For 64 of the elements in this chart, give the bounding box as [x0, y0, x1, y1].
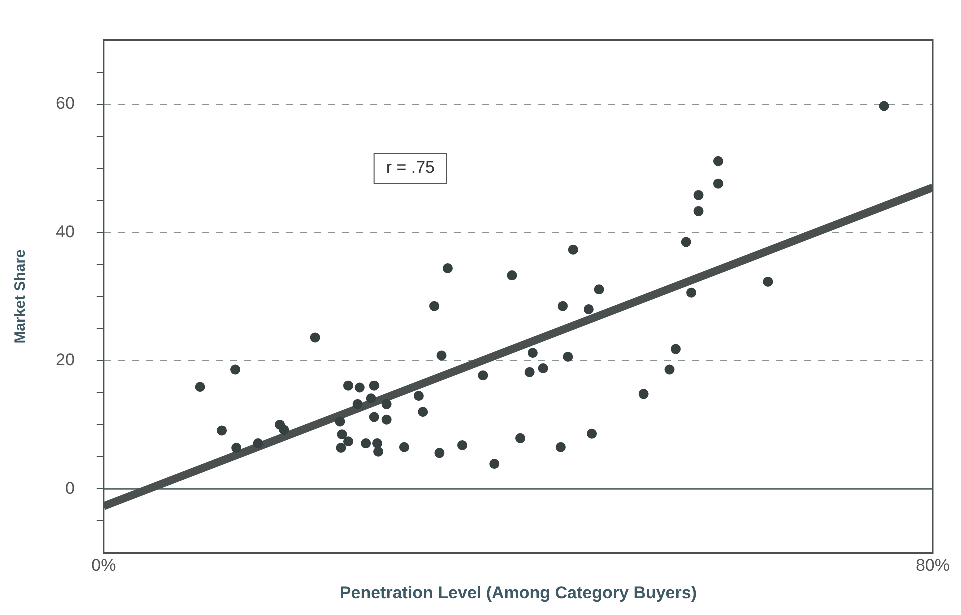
x-tick-label: 0%: [92, 556, 116, 576]
point: [594, 284, 604, 295]
y-tick-label: 40: [56, 222, 75, 242]
point: [195, 382, 206, 392]
point: [558, 301, 568, 312]
point: [354, 382, 365, 393]
point: [382, 414, 392, 425]
point: [879, 101, 890, 112]
point: [763, 276, 774, 287]
point: [335, 416, 346, 427]
point: [253, 438, 264, 449]
point: [538, 364, 548, 374]
point: [528, 348, 538, 358]
x-tick-label: 80%: [916, 556, 950, 576]
point: [414, 391, 424, 402]
point: [343, 436, 354, 447]
point: [366, 394, 376, 404]
point: [524, 367, 535, 378]
point: [436, 350, 447, 361]
point: [430, 301, 440, 312]
point: [507, 270, 518, 281]
point: [664, 364, 675, 375]
point: [369, 412, 380, 422]
point: [310, 332, 320, 343]
x-axis-title: Penetration Level (Among Category Buyers): [340, 583, 697, 602]
point: [490, 459, 500, 470]
point: [382, 399, 392, 410]
point: [587, 428, 598, 439]
annotation: r = .75: [386, 158, 436, 178]
y-tick-label: 0: [65, 478, 75, 498]
point: [478, 370, 488, 381]
point: [713, 156, 724, 166]
y-tick-label: 20: [56, 350, 75, 370]
point: [568, 244, 578, 255]
point: [372, 438, 383, 449]
point: [457, 440, 468, 450]
point: [336, 443, 346, 454]
point: [232, 443, 242, 454]
point: [686, 288, 697, 298]
point: [694, 206, 704, 216]
point: [681, 237, 692, 248]
point: [670, 344, 681, 354]
y-tick-label: 60: [56, 94, 75, 114]
point: [516, 433, 526, 444]
point: [694, 190, 704, 200]
point: [638, 389, 649, 400]
point: [374, 446, 384, 457]
point: [337, 430, 348, 440]
point: [584, 304, 594, 315]
point: [434, 448, 445, 458]
point: [713, 178, 724, 189]
point: [399, 442, 410, 452]
point: [217, 426, 228, 436]
y-axis-title: Market Share: [12, 250, 30, 344]
point: [442, 263, 453, 274]
point: [230, 364, 241, 375]
point: [352, 399, 363, 410]
point: [563, 352, 574, 362]
point: [418, 407, 428, 418]
point: [279, 425, 290, 436]
point: [369, 380, 380, 391]
point: [361, 438, 372, 449]
point: [343, 380, 354, 391]
point: [556, 442, 566, 452]
